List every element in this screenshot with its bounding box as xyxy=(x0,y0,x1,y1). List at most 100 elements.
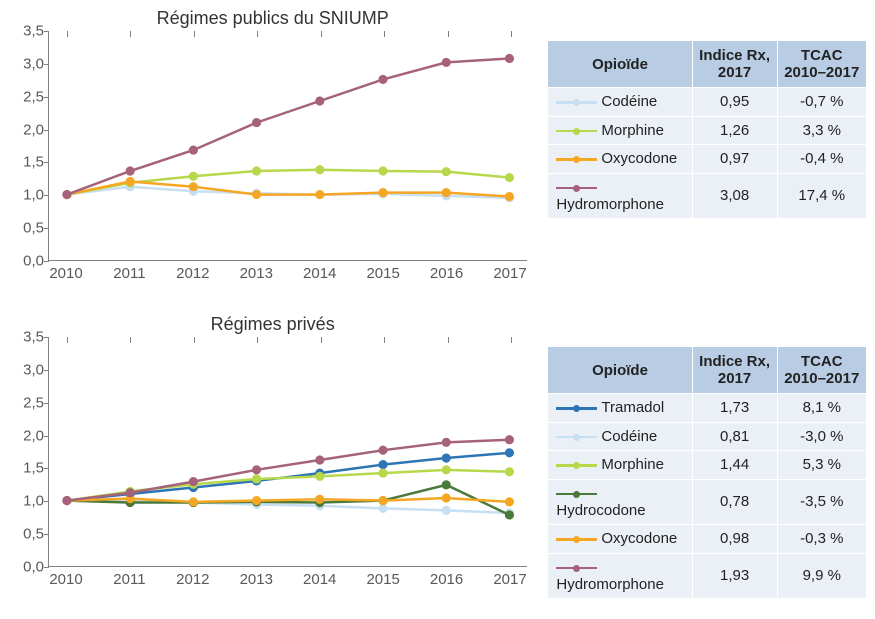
x-axis-private: 20102011201220132014201520162017 xyxy=(48,567,527,591)
y-tick-label: 0,5 xyxy=(10,526,44,543)
table-row: Hydromorphone1,939,9 % xyxy=(548,553,867,599)
table-body-private: Tramadol1,738,1 %Codéine0,81-3,0 %Morphi… xyxy=(548,394,867,599)
series-marker xyxy=(505,511,513,519)
series-marker xyxy=(442,168,450,176)
series-marker xyxy=(379,75,387,83)
y-tick-label: 0,5 xyxy=(10,220,44,237)
legend-swatch xyxy=(556,400,597,417)
series-marker xyxy=(505,449,513,457)
chart-title-private: Régimes privés xyxy=(8,314,537,335)
y-tick-label: 1,0 xyxy=(10,187,44,204)
x-tick-label: 2014 xyxy=(303,571,336,588)
y-tick-label: 2,0 xyxy=(10,121,44,138)
series-marker xyxy=(126,489,134,497)
series-marker xyxy=(442,481,450,489)
legend-swatch xyxy=(556,428,597,445)
page: Régimes publics du SNIUMP 0,00,51,01,52,… xyxy=(0,0,875,619)
legend-swatch xyxy=(556,559,597,576)
y-axis-private: 0,00,51,01,52,02,53,03,5 xyxy=(10,337,44,567)
x-tick-label: 2017 xyxy=(493,571,526,588)
series-marker xyxy=(253,475,261,483)
lines-svg-private xyxy=(49,337,527,566)
table-cell-name: Morphine xyxy=(548,451,692,480)
x-tick-mark xyxy=(67,337,68,343)
y-tick-label: 0,0 xyxy=(10,559,44,576)
table-col-indice: Indice Rx, 2017 xyxy=(692,41,777,88)
x-tick-mark xyxy=(257,337,258,343)
table-cell-tcac: -0,4 % xyxy=(777,145,866,174)
series-marker xyxy=(189,478,197,486)
plot-public xyxy=(48,31,527,261)
table-cell-name-text: Morphine xyxy=(601,456,664,473)
y-tick-label: 2,0 xyxy=(10,427,44,444)
table-row: Morphine1,263,3 % xyxy=(548,116,867,145)
table-row: Oxycodone0,98-0,3 % xyxy=(548,525,867,554)
series-marker xyxy=(379,469,387,477)
legend-swatch xyxy=(556,179,597,196)
legend-swatch xyxy=(556,151,597,168)
table-row: Codéine0,95-0,7 % xyxy=(548,88,867,117)
x-tick-mark xyxy=(130,337,131,343)
table-cell-tcac: 17,4 % xyxy=(777,173,866,219)
x-tick-label: 2011 xyxy=(113,571,145,588)
y-tick-label: 3,5 xyxy=(10,329,44,346)
table-cell-tcac: -3,5 % xyxy=(777,479,866,525)
y-tick-label: 3,0 xyxy=(10,361,44,378)
x-tick-label: 2010 xyxy=(49,265,82,282)
table-cell-name-text: Morphine xyxy=(601,122,664,139)
x-tick-mark xyxy=(321,337,322,343)
series-marker xyxy=(379,167,387,175)
x-tick-label: 2012 xyxy=(176,265,209,282)
table-cell-indice: 1,44 xyxy=(692,451,777,480)
y-tick-mark xyxy=(44,337,49,338)
series-marker xyxy=(442,438,450,446)
series-marker xyxy=(253,119,261,127)
table-cell-name-text: Tramadol xyxy=(601,399,664,416)
table-row: Hydrocodone0,78-3,5 % xyxy=(548,479,867,525)
chart-public: Régimes publics du SNIUMP 0,00,51,01,52,… xyxy=(8,4,537,304)
y-axis-public: 0,00,51,01,52,02,53,03,5 xyxy=(10,31,44,261)
x-tick-mark xyxy=(130,31,131,37)
x-tick-mark xyxy=(321,31,322,37)
y-tick-mark xyxy=(44,31,49,32)
table-public: Opioïde Indice Rx, 2017 TCAC 2010–2017 C… xyxy=(547,40,867,219)
table-cell-tcac: -0,3 % xyxy=(777,525,866,554)
table-cell-tcac: 8,1 % xyxy=(777,394,866,423)
series-marker xyxy=(505,193,513,201)
series-marker xyxy=(316,191,324,199)
y-tick-label: 1,5 xyxy=(10,460,44,477)
table-cell-name: Codéine xyxy=(548,88,692,117)
y-tick-label: 2,5 xyxy=(10,394,44,411)
series-marker xyxy=(189,498,197,506)
table-cell-tcac: -0,7 % xyxy=(777,88,866,117)
x-tick-mark xyxy=(384,31,385,37)
table-body-public: Codéine0,95-0,7 %Morphine1,263,3 %Oxycod… xyxy=(548,88,867,219)
series-marker xyxy=(63,497,71,505)
series-marker xyxy=(316,456,324,464)
legend-swatch xyxy=(556,94,597,111)
table-cell-name: Morphine xyxy=(548,116,692,145)
y-tick-mark xyxy=(44,195,49,196)
table-cell-name-text: Hydromorphone xyxy=(556,576,664,593)
series-marker xyxy=(316,166,324,174)
series-marker xyxy=(379,446,387,454)
y-tick-label: 3,5 xyxy=(10,23,44,40)
x-tick-mark xyxy=(194,31,195,37)
x-tick-mark xyxy=(511,31,512,37)
table-cell-name-text: Hydromorphone xyxy=(556,196,664,213)
y-tick-mark xyxy=(44,403,49,404)
legend-swatch xyxy=(556,122,597,139)
table-cell-tcac: 5,3 % xyxy=(777,451,866,480)
table-block-private: Opioïde Indice Rx, 2017 TCAC 2010–2017 T… xyxy=(547,346,867,599)
table-cell-tcac: 3,3 % xyxy=(777,116,866,145)
table-cell-name-text: Hydrocodone xyxy=(556,502,645,519)
series-marker xyxy=(442,454,450,462)
x-tick-label: 2016 xyxy=(430,571,463,588)
table-private: Opioïde Indice Rx, 2017 TCAC 2010–2017 T… xyxy=(547,346,867,599)
table-cell-name: Hydromorphone xyxy=(548,173,692,219)
table-col-opioide: Opioïde xyxy=(548,347,692,394)
series-marker xyxy=(253,497,261,505)
legend-swatch xyxy=(556,457,597,474)
series-marker xyxy=(505,436,513,444)
series-marker xyxy=(442,494,450,502)
